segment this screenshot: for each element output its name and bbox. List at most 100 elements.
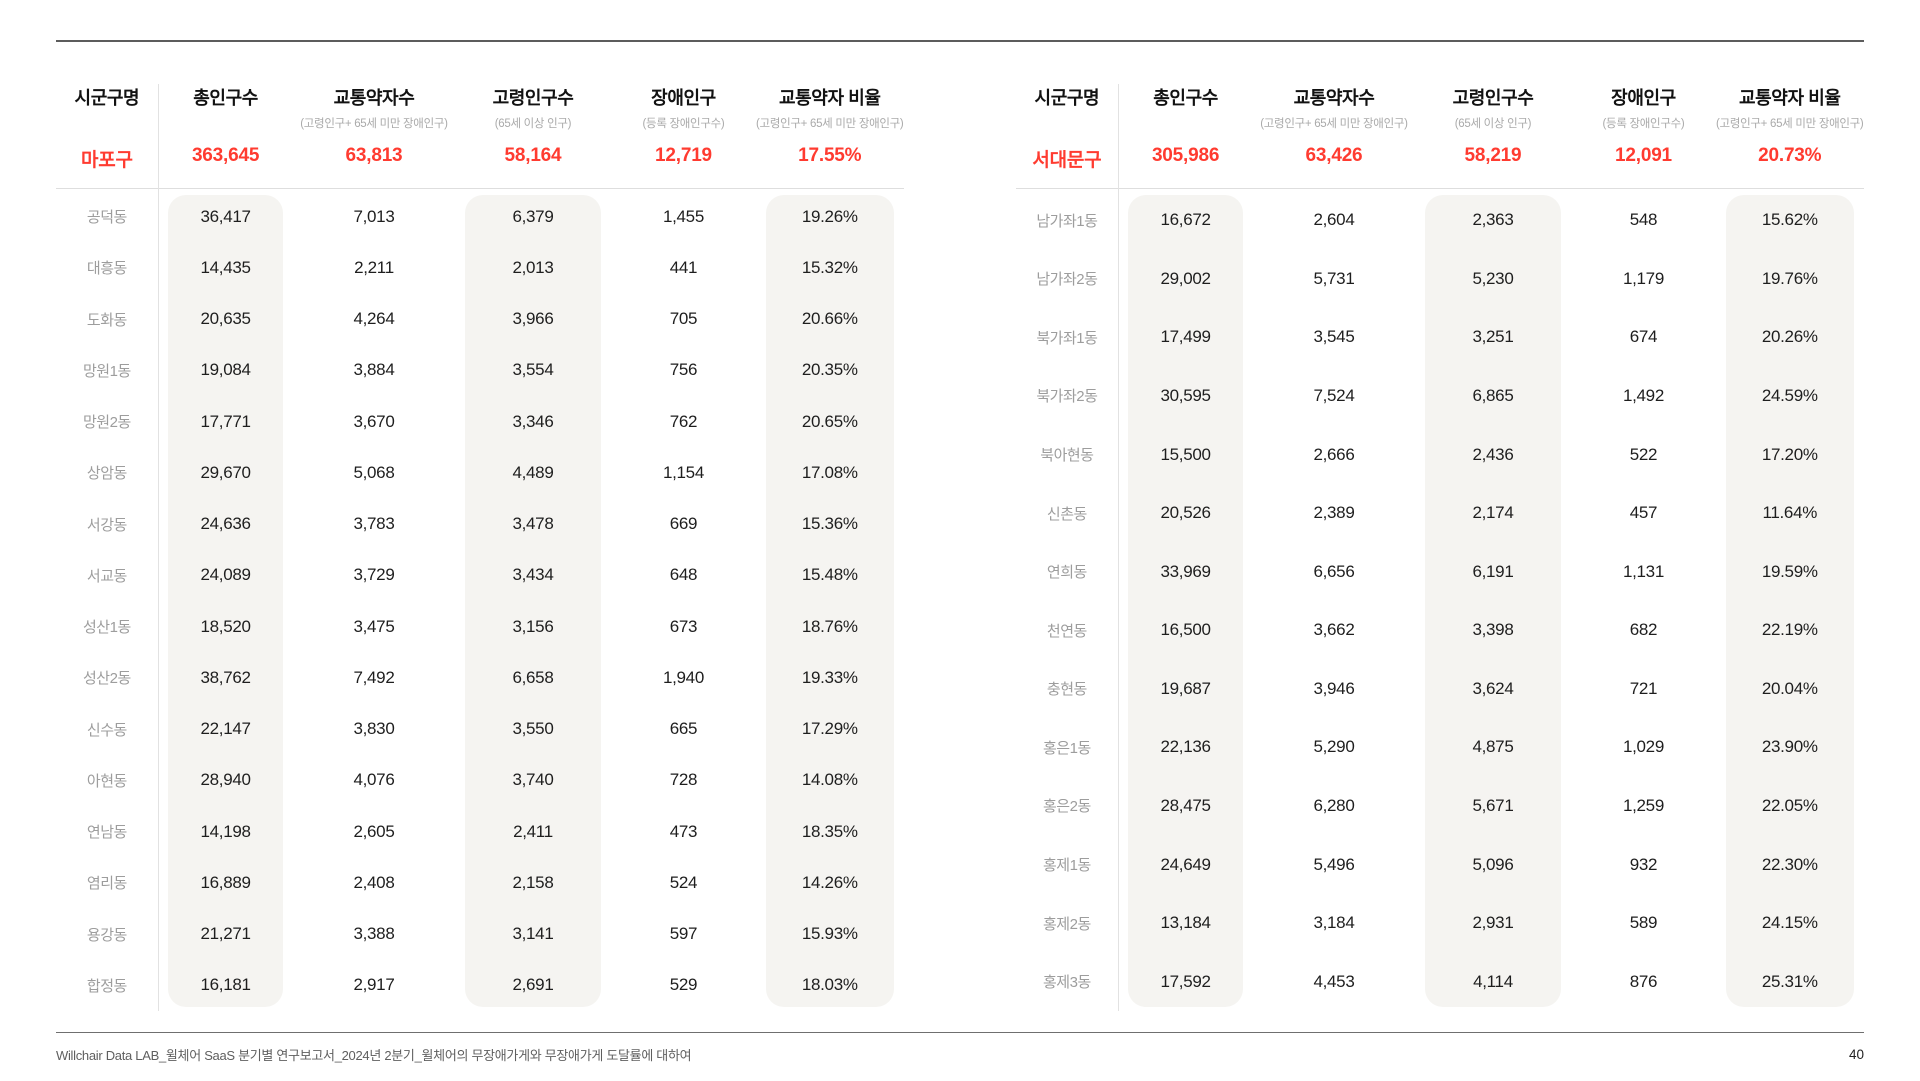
row-value: 876: [1629, 971, 1658, 991]
row-value: 22.30%: [1761, 854, 1818, 874]
row-value: 7,492: [353, 667, 395, 687]
table-header: 시군구명 총인구수 교통약자수 (고령인구+ 65세 미만 장애인구) 고령인구수…: [56, 76, 904, 131]
row-value: 18.35%: [801, 821, 858, 841]
row-value: 2,605: [353, 821, 395, 841]
row-neighborhood-name: 홍제2동: [1043, 915, 1091, 933]
row-value: 18,520: [200, 616, 251, 636]
row-value: 20.04%: [1761, 678, 1818, 698]
row-neighborhood-name: 대흥동: [86, 260, 127, 278]
district-summary-row: 마포구 363,645 63,813 58,164 12,719 17.55%: [56, 145, 904, 188]
row-value: 22,147: [200, 719, 251, 739]
row-neighborhood-name: 연남동: [86, 824, 127, 842]
header-impaired-ratio-sub: (고령인구+ 65세 미만 장애인구): [756, 118, 904, 130]
header-body-divider: [1016, 188, 1864, 189]
row-value: 756: [669, 360, 698, 380]
row-value: 2,363: [1472, 210, 1514, 230]
district-mobility-impaired: 63,426: [1305, 145, 1363, 166]
row-value: 3,783: [353, 514, 395, 534]
table-body: 공덕동 36,417 7,013 6,379 1,455 19.26% 대흥동 14,435 2…: [56, 191, 904, 1011]
row-value: 25.31%: [1761, 971, 1818, 991]
row-value: 20.35%: [801, 360, 858, 380]
row-value: 20.65%: [801, 411, 858, 431]
header-total-population: 총인구수: [193, 88, 258, 108]
row-value: 14.26%: [801, 872, 858, 892]
row-value: 15.93%: [801, 924, 858, 944]
row-value: 19,084: [200, 360, 251, 380]
district-summary-row: 서대문구 305,986 63,426 58,219 12,091 20.73%: [1016, 145, 1864, 188]
district-name: 마포구: [80, 150, 133, 171]
row-value: 3,141: [512, 924, 554, 944]
row-value: 529: [669, 975, 698, 995]
row-value: 23.90%: [1761, 737, 1818, 757]
row-value: 24,089: [200, 565, 251, 585]
row-value: 932: [1629, 854, 1658, 874]
row-value: 29,002: [1160, 268, 1211, 288]
header-total-population: 총인구수: [1153, 88, 1218, 108]
row-value: 4,076: [353, 770, 395, 790]
row-value: 3,156: [512, 616, 554, 636]
header-disabled-population: 장애인구 (등록 장애인구수): [611, 76, 755, 131]
row-value: 15.62%: [1761, 210, 1818, 230]
row-value: 19.76%: [1761, 268, 1818, 288]
district-mobility-impaired: 63,813: [345, 145, 403, 166]
row-value: 20,635: [200, 309, 251, 329]
header-disabled-sub: (등록 장애인구수): [1602, 118, 1685, 130]
row-value: 6,379: [512, 206, 554, 226]
row-neighborhood-name: 용강동: [86, 926, 127, 944]
footer-divider: [56, 1032, 1864, 1033]
row-value: 14,198: [200, 821, 251, 841]
row-value: 1,131: [1622, 561, 1664, 581]
row-value: 1,940: [662, 667, 704, 687]
row-value: 457: [1629, 503, 1658, 523]
row-value: 2,408: [353, 872, 395, 892]
row-value: 728: [669, 770, 698, 790]
row-value: 2,604: [1313, 210, 1355, 230]
row-value: 597: [669, 924, 698, 944]
column-highlight-pill: [1424, 195, 1562, 1007]
row-value: 548: [1629, 210, 1658, 230]
row-value: 3,388: [353, 924, 395, 944]
row-value: 15.48%: [801, 565, 858, 585]
row-value: 24,636: [200, 514, 251, 534]
row-value: 6,865: [1472, 385, 1514, 405]
row-value: 17.08%: [801, 462, 858, 482]
page-number: 40: [1848, 1047, 1864, 1062]
row-value: 2,013: [512, 257, 554, 277]
row-value: 441: [669, 257, 698, 277]
district-table: 시군구명 총인구수 교통약자수 (고령인구+ 65세 미만 장애인구) 고령인구수…: [1016, 76, 1864, 1011]
row-value: 1,492: [1622, 385, 1664, 405]
row-neighborhood-name: 도화동: [86, 311, 127, 329]
district-name: 서대문구: [1032, 150, 1102, 171]
header-impaired-ratio: 교통약자 비율 (고령인구+ 65세 미만 장애인구): [756, 88, 904, 130]
row-value: 33,969: [1160, 561, 1211, 581]
row-value: 2,411: [513, 821, 553, 841]
row-value: 19.26%: [801, 206, 858, 226]
row-neighborhood-name: 천연동: [1046, 622, 1087, 640]
column-divider: [157, 84, 159, 1011]
row-neighborhood-name: 망원1동: [83, 362, 131, 380]
row-value: 3,966: [512, 309, 554, 329]
row-value: 4,875: [1472, 737, 1514, 757]
row-value: 19.59%: [1761, 561, 1818, 581]
row-value: 1,179: [1622, 268, 1664, 288]
row-neighborhood-name: 망원2동: [83, 414, 131, 432]
row-value: 14,435: [200, 257, 251, 277]
row-value: 17.20%: [1761, 444, 1818, 464]
row-value: 648: [669, 565, 698, 585]
district-disabled-population: 12,719: [655, 145, 712, 166]
header-elderly-sub: (65세 이상 인구): [1454, 118, 1532, 130]
row-value: 3,624: [1472, 678, 1514, 698]
row-neighborhood-name: 홍은1동: [1043, 739, 1091, 757]
header-district-name: 시군구명: [74, 88, 140, 108]
row-value: 2,691: [512, 975, 554, 995]
header-elderly-population: 고령인구수 (65세 이상 인구): [455, 76, 612, 131]
row-value: 38,762: [200, 667, 251, 687]
header-mobility-impaired: 교통약자수 (고령인구+ 65세 미만 장애인구): [1253, 76, 1414, 131]
district-elderly-population: 58,219: [1464, 145, 1522, 166]
row-neighborhood-name: 성산2동: [83, 670, 131, 688]
district-impaired-ratio: 17.55%: [798, 145, 862, 166]
row-value: 5,496: [1313, 854, 1355, 874]
row-value: 3,550: [512, 719, 554, 739]
row-value: 3,251: [1472, 327, 1514, 347]
